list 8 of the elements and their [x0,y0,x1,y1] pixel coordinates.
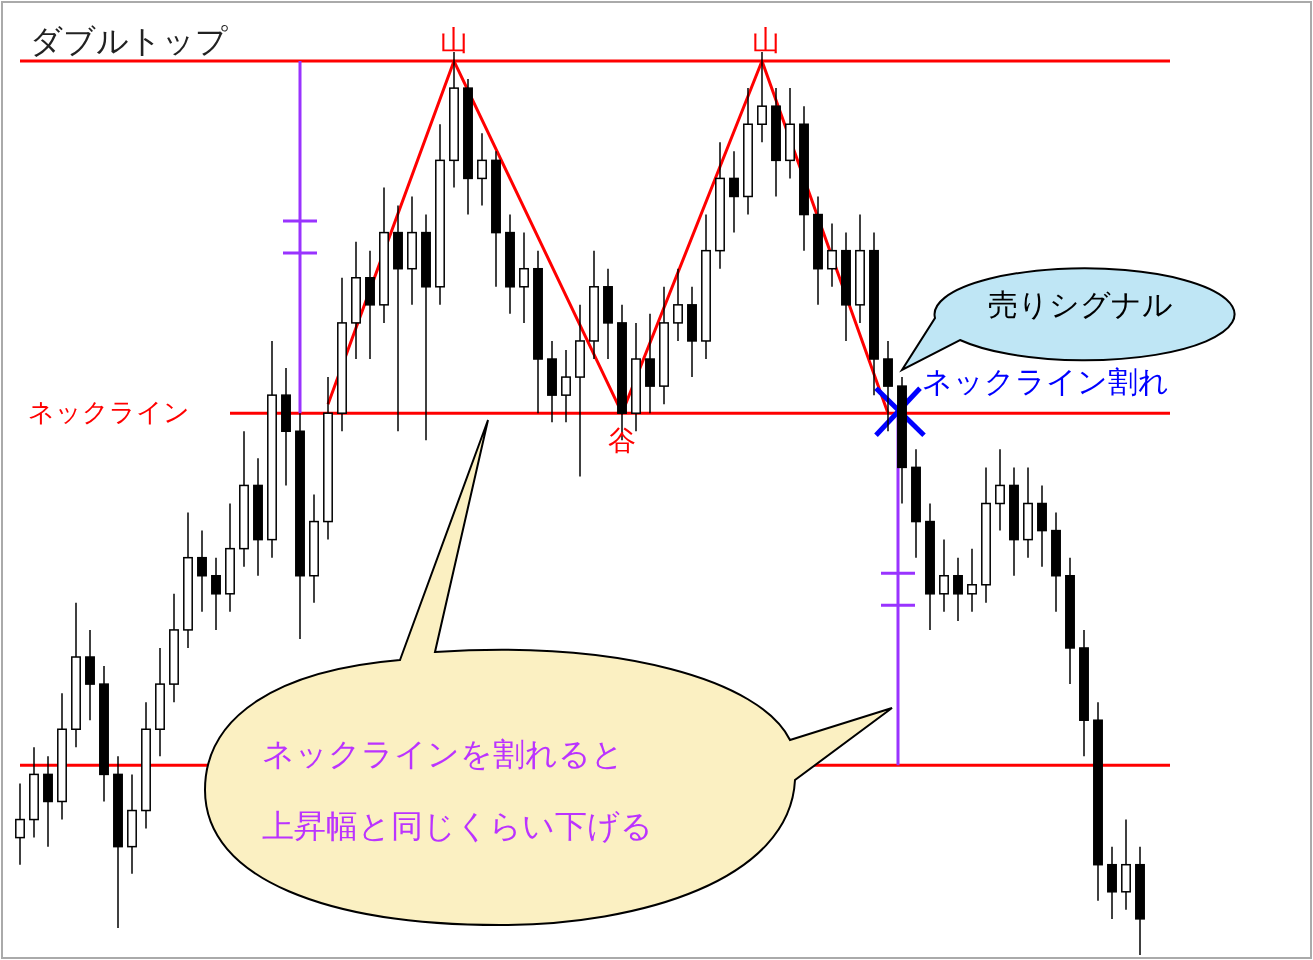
annotation: 谷 [608,424,636,457]
annotation: 山 [440,24,468,57]
annotation: 売りシグナル [987,287,1173,322]
ref-line-label: ネックライン [28,397,190,428]
chart-title: ダブルトップ [30,22,228,60]
annotation: ネックライン割れ [922,364,1169,399]
annotation: ネックラインを割れると上昇幅と同じくらい下げる [262,735,653,845]
annotation: 山 [752,24,780,57]
